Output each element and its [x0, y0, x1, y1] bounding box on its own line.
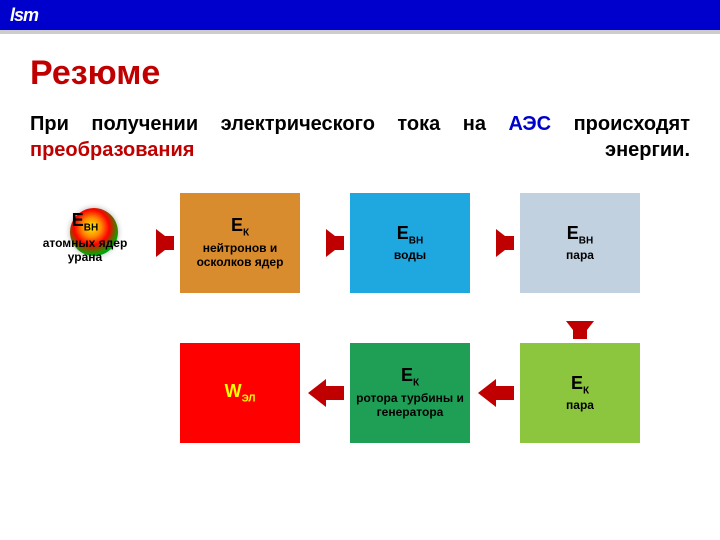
arrow-down	[566, 321, 594, 339]
node-n5: ЕКпара	[520, 343, 640, 443]
node-n1: ЕВНатомных ядер урана	[30, 203, 140, 273]
node-n7: WЭЛ	[180, 343, 300, 443]
arrow-left	[478, 379, 496, 407]
node-title: WЭЛ	[225, 382, 256, 405]
node-title: ЕВН	[397, 224, 423, 247]
node-desc: воды	[394, 248, 426, 262]
arrow-right	[496, 229, 514, 257]
node-desc: ротора турбины и генератора	[350, 391, 470, 420]
page-title: Резюме	[30, 54, 690, 93]
node-n2: ЕКнейтронов и осколков ядер	[180, 193, 300, 293]
node-n6: ЕКротора турбины и генератора	[350, 343, 470, 443]
node-desc: пара	[566, 398, 594, 412]
header-bar: lsm	[0, 0, 720, 30]
node-desc: атомных ядер урана	[30, 236, 140, 265]
content: Резюме При получении электрического тока…	[0, 34, 720, 533]
node-desc: пара	[566, 248, 594, 262]
arrow-right	[156, 229, 174, 257]
node-n3: ЕВНводы	[350, 193, 470, 293]
node-desc: нейтронов и осколков ядер	[180, 241, 300, 270]
node-title: ЕК	[571, 374, 589, 397]
logo: lsm	[10, 5, 38, 26]
node-title: ЕК	[401, 366, 419, 389]
arrow-right	[326, 229, 344, 257]
subtitle: При получении электрического тока на АЭС…	[30, 111, 690, 163]
node-title: ЕК	[231, 216, 249, 239]
energy-diagram: ЕВНатомных ядер уранаЕКнейтронов и оскол…	[30, 193, 690, 513]
node-n4: ЕВНпара	[520, 193, 640, 293]
arrow-left	[308, 379, 326, 407]
node-title: ЕВН	[72, 211, 98, 234]
node-title: ЕВН	[567, 224, 593, 247]
